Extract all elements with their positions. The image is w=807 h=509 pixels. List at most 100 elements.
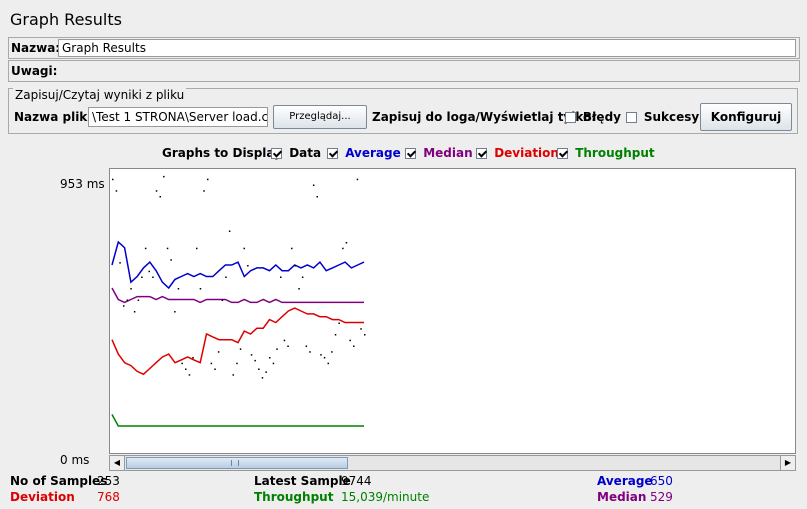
data-point	[207, 178, 209, 181]
comments-input[interactable]	[58, 62, 796, 80]
deviation-value: 768	[97, 490, 120, 504]
graph-option-median-label: Median	[423, 146, 473, 160]
data-point	[152, 276, 154, 278]
data-point	[214, 368, 216, 370]
data-point	[210, 362, 213, 365]
name-row: Nazwa: Graph Results	[8, 37, 800, 59]
data-point	[170, 259, 172, 261]
name-label: Nazwa:	[11, 41, 61, 55]
series-average-line	[111, 240, 365, 290]
graph-option-data[interactable]: Data	[271, 146, 321, 160]
data-point	[258, 368, 260, 370]
data-point	[334, 334, 337, 336]
throughput-label: Throughput	[254, 490, 334, 504]
panel-title: Graph Results	[10, 10, 122, 29]
data-point	[254, 359, 256, 362]
scroll-left-button[interactable]: ◀	[110, 456, 125, 470]
graph-option-deviation[interactable]: Deviation	[476, 146, 559, 160]
data-point	[342, 247, 344, 250]
data-point	[144, 247, 147, 250]
data-point	[265, 371, 267, 373]
data-point	[181, 362, 183, 365]
data-point	[360, 328, 362, 330]
graph-option-data-checkbox[interactable]	[271, 148, 282, 159]
samples-label: No of Samples	[10, 474, 108, 488]
data-point	[137, 299, 140, 301]
data-point	[272, 362, 275, 365]
throughput-value: 15,039/minute	[341, 490, 430, 504]
success-checkbox-box[interactable]	[626, 112, 637, 123]
graph-option-average-checkbox[interactable]	[327, 148, 338, 159]
data-point	[294, 265, 297, 267]
configure-button[interactable]: Konfiguruj	[700, 103, 792, 131]
name-input[interactable]: Graph Results	[58, 39, 796, 57]
data-point	[331, 351, 333, 353]
graph-option-average[interactable]: Average	[327, 146, 401, 160]
data-point	[247, 265, 249, 267]
graph-plot-area	[109, 168, 796, 454]
data-point	[163, 175, 165, 178]
y-axis-min-label: 0 ms	[60, 453, 90, 467]
y-axis-max-label: 953 ms	[60, 177, 105, 191]
data-point	[269, 357, 271, 359]
errors-checkbox[interactable]: Błędy	[565, 110, 621, 124]
scroll-right-button[interactable]: ▶	[780, 456, 795, 470]
data-point	[298, 288, 300, 290]
graphs-to-display-label: Graphs to Display	[162, 146, 282, 160]
data-point	[283, 339, 286, 342]
errors-checkbox-box[interactable]	[565, 112, 576, 123]
data-point	[261, 377, 264, 379]
graph-option-median[interactable]: Median	[405, 146, 473, 160]
data-point	[320, 354, 322, 356]
graph-option-throughput-label: Throughput	[575, 146, 655, 160]
data-point	[199, 288, 202, 290]
data-point	[228, 230, 231, 232]
success-checkbox-label: Sukcesy	[643, 110, 700, 124]
data-point	[203, 190, 205, 192]
data-point	[119, 262, 121, 264]
log-filter-label: Zapisuj do loga/Wyświetlaj tylko:	[372, 110, 597, 124]
latest-sample-value: 9744	[341, 474, 372, 488]
filename-input[interactable]: \Test 1 STRONA\Server load.csv	[88, 107, 268, 127]
data-point	[345, 242, 348, 244]
data-point	[192, 357, 194, 359]
graph-option-throughput[interactable]: Throughput	[557, 146, 655, 160]
scroll-thumb-grip	[231, 460, 239, 466]
data-point	[221, 299, 224, 301]
data-point	[126, 299, 129, 301]
average-label: Average	[597, 474, 653, 488]
data-point	[130, 288, 132, 290]
data-point	[112, 178, 114, 181]
series-median-line	[111, 287, 364, 304]
data-point	[243, 247, 245, 250]
data-point	[309, 351, 311, 353]
browse-button[interactable]: Przeglądaj...	[273, 105, 367, 129]
data-point	[250, 354, 253, 356]
graph-option-data-label: Data	[289, 146, 322, 160]
graph-option-median-checkbox[interactable]	[405, 148, 416, 159]
graph-svg	[111, 175, 366, 427]
data-point	[188, 374, 191, 376]
data-point	[291, 247, 293, 250]
scroll-thumb[interactable]	[126, 457, 348, 469]
median-label: Median	[597, 490, 647, 504]
data-point	[316, 196, 318, 198]
data-point	[217, 351, 220, 353]
graph-option-deviation-checkbox[interactable]	[476, 148, 487, 159]
data-point	[353, 345, 355, 347]
errors-checkbox-label: Błędy	[582, 110, 621, 124]
data-point	[185, 368, 187, 370]
data-point	[159, 196, 161, 198]
data-point	[133, 311, 136, 313]
average-value: 650	[650, 474, 673, 488]
graph-option-throughput-checkbox[interactable]	[557, 148, 568, 159]
latest-sample-label: Latest Sample	[254, 474, 351, 488]
data-point	[148, 270, 150, 273]
data-point	[232, 374, 234, 376]
data-point	[123, 305, 125, 307]
data-point	[301, 276, 304, 278]
data-point	[327, 362, 329, 365]
success-checkbox[interactable]: Sukcesy	[626, 110, 699, 124]
graph-scrollbar[interactable]: ◀ ▶	[109, 455, 796, 471]
data-point	[338, 322, 340, 324]
